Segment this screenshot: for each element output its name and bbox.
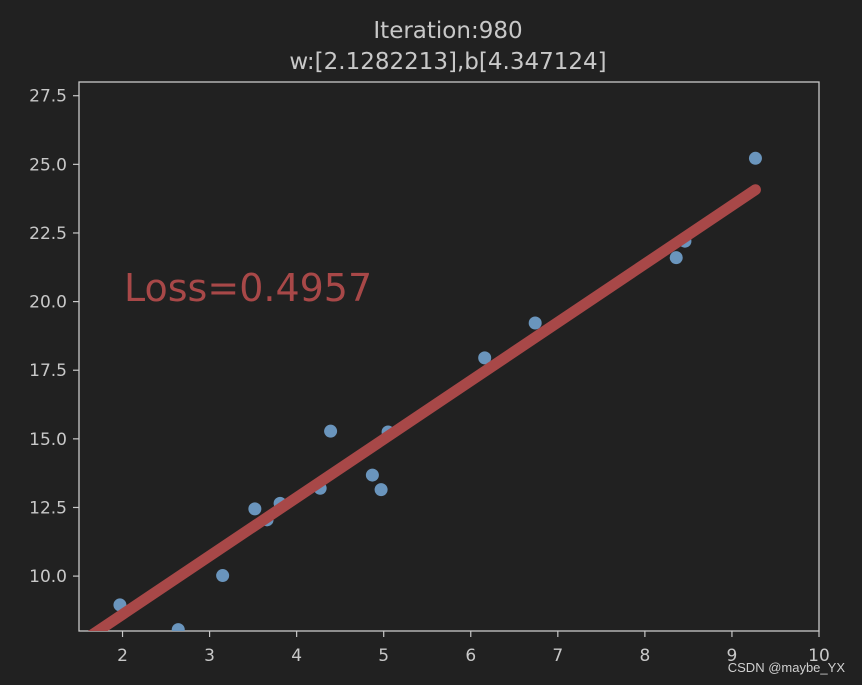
x-tick-label: 8: [639, 646, 650, 666]
y-tick-label: 25.0: [29, 155, 67, 175]
scatter-point: [365, 468, 379, 482]
plot-frame: [78, 81, 820, 632]
watermark-text: CSDN @maybe_YX: [728, 660, 846, 675]
y-tick-label: 15.0: [29, 430, 67, 450]
x-tick-label: 4: [291, 646, 302, 666]
x-tick-label: 7: [552, 646, 563, 666]
x-tick-label: 5: [378, 646, 389, 666]
y-tick-label: 17.5: [29, 361, 67, 381]
scatter-point: [669, 251, 683, 265]
scatter-point: [216, 569, 230, 583]
x-tick-label: 10: [808, 646, 830, 666]
scatter-point: [478, 351, 492, 365]
loss-annotation: Loss=0.4957: [124, 266, 372, 310]
scatter-point: [528, 316, 542, 330]
x-axis: 2 3 4 5 6 7 8 9 10: [117, 631, 830, 666]
scatter-point: [248, 502, 262, 516]
chart-title: Iteration:980: [373, 18, 522, 44]
x-tick-label: 3: [204, 646, 215, 666]
fit-line: [87, 184, 761, 631]
chart-subtitle: w:[2.1282213],b[4.347124]: [289, 49, 606, 75]
scatter-point: [374, 483, 388, 497]
y-tick-label: 10.0: [29, 567, 67, 587]
y-tick-label: 20.0: [29, 293, 67, 313]
y-tick-label: 22.5: [29, 224, 67, 244]
x-tick-label: 9: [727, 646, 738, 666]
y-tick-label: 27.5: [29, 87, 67, 107]
x-tick-label: 2: [117, 646, 128, 666]
plot-area: [87, 151, 762, 631]
scatter-point: [748, 151, 762, 165]
x-tick-label: 6: [465, 646, 476, 666]
y-axis: 10.0 12.5 15.0 17.5 20.0 22.5 25.0 27.5: [29, 87, 79, 587]
scatter-point: [324, 424, 338, 438]
y-tick-label: 12.5: [29, 498, 67, 518]
scatter-point: [171, 623, 185, 631]
